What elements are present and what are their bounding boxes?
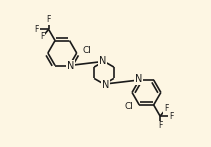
Text: F: F: [35, 25, 39, 34]
Text: Cl: Cl: [83, 46, 91, 55]
Text: F: F: [46, 15, 51, 24]
Text: F: F: [158, 121, 162, 130]
Text: N: N: [135, 74, 142, 84]
Text: N: N: [66, 61, 74, 71]
Text: N: N: [101, 80, 109, 90]
Text: F: F: [164, 104, 168, 113]
Text: Cl: Cl: [124, 102, 133, 111]
Text: N: N: [99, 56, 107, 66]
Text: F: F: [40, 32, 45, 41]
Text: F: F: [170, 112, 174, 121]
